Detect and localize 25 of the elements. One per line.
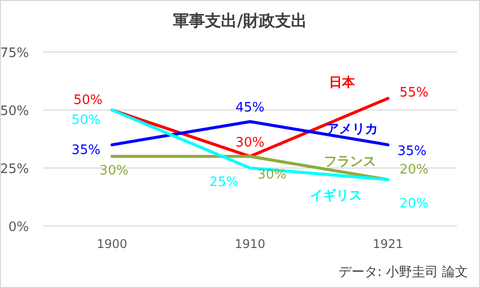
data-label: 20%	[400, 196, 428, 212]
data-label: 35%	[398, 144, 426, 159]
series-label: 日本	[329, 75, 356, 90]
series-label: イギリス	[310, 188, 362, 204]
y-tick-label: 25%	[0, 162, 29, 177]
series-label: アメリカ	[326, 122, 378, 137]
x-tick-label: 1910	[234, 237, 266, 251]
data-label: 55%	[400, 85, 428, 100]
text: データ: 小野圭司 論文	[338, 265, 468, 280]
data-label: 45%	[236, 100, 264, 116]
data-label: 30%	[236, 135, 264, 150]
data-label: 50%	[74, 93, 102, 108]
y-tick-label: 0%	[8, 220, 29, 235]
y-tick-label: 50%	[0, 104, 29, 119]
data-label: 30%	[258, 167, 286, 182]
series-label: フランス	[324, 154, 376, 170]
data-label: 50%	[72, 113, 100, 128]
data-label: 35%	[72, 142, 100, 158]
data-label: 30%	[100, 163, 128, 178]
data-label: 25%	[210, 175, 238, 190]
chart-title: 軍事支出/財政支出	[173, 11, 307, 30]
x-tick-label: 1900	[96, 237, 128, 251]
x-tick-label: 1921	[372, 237, 404, 251]
y-tick-label: 75%	[0, 46, 29, 61]
data-label: 20%	[400, 162, 428, 178]
